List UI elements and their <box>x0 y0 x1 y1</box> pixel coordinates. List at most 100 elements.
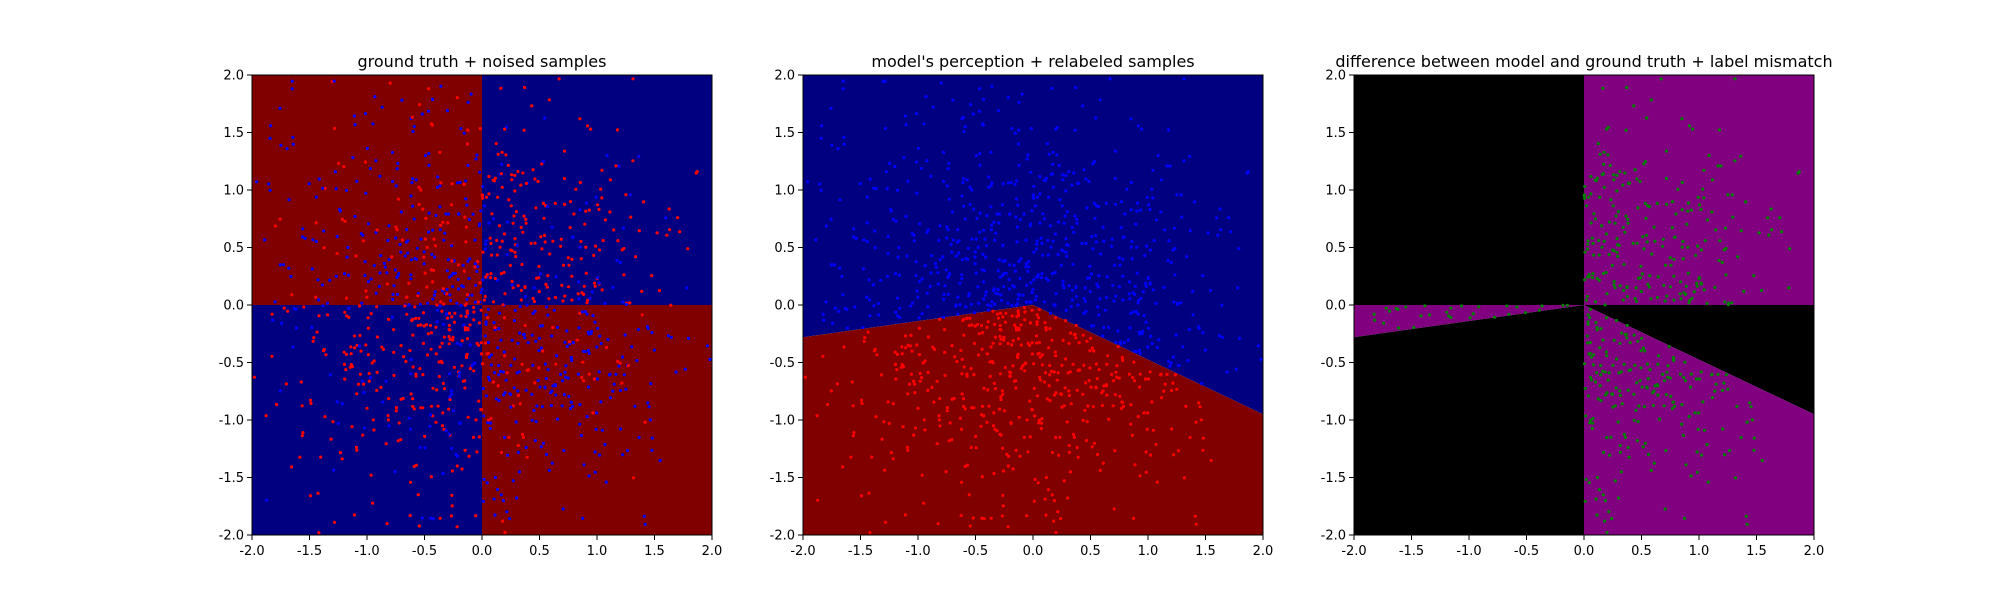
data-point <box>395 228 399 232</box>
data-point <box>974 434 978 438</box>
data-point <box>1186 359 1190 363</box>
data-point <box>1227 216 1231 220</box>
data-point <box>425 353 430 357</box>
data-point <box>1032 196 1036 200</box>
data-point <box>1038 375 1042 379</box>
data-point <box>300 434 304 438</box>
data-point <box>1048 363 1052 368</box>
data-point <box>850 380 854 384</box>
data-point <box>993 238 997 242</box>
y-tick-label: 0.5 <box>1325 241 1346 256</box>
data-point <box>1072 171 1076 175</box>
data-point <box>1023 310 1027 314</box>
data-point <box>1001 504 1005 508</box>
data-point <box>549 403 554 408</box>
data-point <box>1726 302 1730 307</box>
data-point <box>943 328 947 332</box>
data-point <box>896 255 900 259</box>
data-point <box>1643 201 1647 205</box>
data-point <box>515 243 519 247</box>
data-point <box>1037 340 1041 345</box>
data-point <box>387 397 391 401</box>
data-point <box>959 348 963 353</box>
data-point <box>992 220 996 224</box>
data-point <box>417 202 421 207</box>
data-point <box>1017 415 1021 419</box>
data-point <box>408 348 412 353</box>
data-point <box>1636 420 1640 424</box>
data-point <box>1599 327 1603 331</box>
data-point <box>1199 418 1203 422</box>
data-point <box>1146 276 1150 280</box>
data-point <box>418 445 422 449</box>
data-point <box>944 470 948 474</box>
data-point <box>838 266 842 270</box>
data-point <box>434 213 438 218</box>
data-point <box>603 301 607 305</box>
data-point <box>1759 288 1764 293</box>
y-tick-label: 2.0 <box>223 69 244 84</box>
data-point <box>820 124 824 128</box>
data-point <box>1129 180 1133 185</box>
data-point <box>532 286 536 290</box>
data-point <box>1112 299 1116 303</box>
data-point <box>1064 308 1068 312</box>
data-point <box>977 301 981 305</box>
data-point <box>1010 343 1014 347</box>
data-point <box>1118 263 1122 267</box>
data-point <box>1614 319 1619 323</box>
data-point <box>1752 274 1756 278</box>
data-point <box>1001 259 1005 263</box>
data-point <box>626 364 630 368</box>
data-point <box>1652 461 1656 465</box>
data-point <box>992 287 996 291</box>
data-point <box>373 95 377 99</box>
data-point <box>976 353 981 357</box>
data-point <box>608 210 612 214</box>
data-point <box>450 244 454 248</box>
data-point <box>983 293 988 297</box>
data-point <box>319 455 323 459</box>
data-point <box>1626 181 1631 185</box>
data-point <box>1723 453 1727 457</box>
data-point <box>987 175 991 179</box>
data-point <box>1162 285 1166 289</box>
data-point <box>843 306 847 310</box>
data-point <box>1059 263 1063 267</box>
data-point <box>513 250 517 254</box>
data-point <box>513 357 517 361</box>
data-point <box>587 351 591 355</box>
data-point <box>1084 439 1088 443</box>
data-point <box>362 426 367 430</box>
data-point <box>481 278 485 282</box>
data-point <box>1604 232 1608 236</box>
data-point <box>886 234 890 239</box>
data-point <box>479 352 483 356</box>
x-tick-label: 2.0 <box>1253 544 1274 559</box>
data-point <box>486 340 490 345</box>
data-point <box>1129 422 1133 426</box>
data-point <box>1138 474 1142 478</box>
data-point <box>1778 216 1782 220</box>
data-point <box>422 262 426 266</box>
data-point <box>895 368 899 372</box>
data-point <box>986 303 990 307</box>
data-point <box>505 220 510 224</box>
data-point <box>1065 420 1069 424</box>
data-point <box>854 236 858 240</box>
data-point <box>279 143 283 147</box>
data-point <box>1624 128 1628 132</box>
data-point <box>1073 128 1077 132</box>
data-point <box>556 417 560 421</box>
axes: -2.0 -1.5 -1.0 -0.5 0.0 0.5 1.0 1.5 2.0-2.0-1.5-… <box>219 69 723 560</box>
data-point <box>621 453 625 457</box>
data-point <box>440 361 444 365</box>
data-point <box>273 224 277 228</box>
data-point <box>1087 179 1091 184</box>
data-point <box>466 259 470 263</box>
data-point <box>967 294 971 298</box>
data-point <box>620 381 624 385</box>
data-point <box>1144 450 1148 454</box>
data-point <box>1135 271 1139 275</box>
chart-title: ground truth + noised samples <box>358 52 607 71</box>
